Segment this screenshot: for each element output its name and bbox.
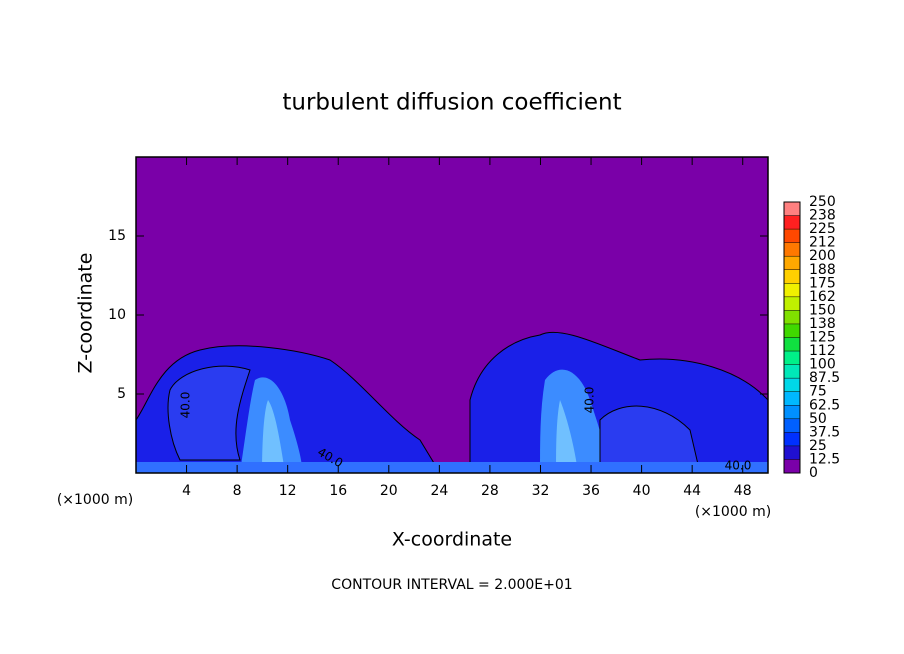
colorbar-label: 225 — [809, 221, 836, 237]
colorbar-bin — [784, 323, 800, 338]
colorbar-label: 238 — [809, 208, 836, 224]
x-tick-label: 24 — [430, 483, 448, 499]
field-region — [262, 400, 285, 473]
x-tick-label: 20 — [380, 483, 398, 499]
colorbar-label: 162 — [809, 289, 836, 305]
x-tick-label: 32 — [532, 483, 550, 499]
colorbar-label: 25 — [809, 438, 827, 454]
colorbar-label: 150 — [809, 302, 836, 318]
x-tick-label: 4 — [182, 483, 191, 499]
colorbar-bin — [784, 229, 800, 243]
colorbar-label: 125 — [809, 330, 836, 346]
colorbar-bin — [784, 215, 800, 230]
colorbar-bin — [784, 269, 800, 284]
colorbar-bin — [784, 296, 800, 311]
colorbar-label: 200 — [809, 248, 836, 264]
field-region — [136, 462, 768, 473]
colorbar-bin — [784, 405, 800, 419]
colorbar-label: 212 — [809, 235, 836, 251]
x-tick-label: 48 — [734, 483, 752, 499]
colorbar-label: 12.5 — [809, 451, 840, 467]
colorbar-bin — [784, 283, 800, 297]
colorbar-bin — [784, 391, 800, 406]
field-region — [556, 400, 578, 473]
colorbar-label: 138 — [809, 316, 836, 332]
colorbar-bin — [784, 432, 800, 446]
colorbar-label: 112 — [809, 343, 836, 359]
colorbar-label: 87.5 — [809, 370, 840, 386]
y-tick-label: 10 — [108, 307, 126, 323]
colorbar-label: 62.5 — [809, 397, 840, 413]
colorbar-bin — [784, 242, 800, 257]
field-region — [599, 405, 701, 473]
colorbar-bin — [784, 256, 800, 270]
chart-title: turbulent diffusion coefficient — [282, 90, 621, 116]
colorbar-label: 50 — [809, 411, 827, 427]
colorbar-bin — [784, 459, 800, 473]
colorbar-bin — [784, 378, 800, 392]
colorbar-label: 0 — [809, 465, 818, 481]
x-tick-label: 44 — [683, 483, 701, 499]
colorbar-bin — [784, 337, 800, 352]
y-tick-label: 5 — [117, 386, 126, 402]
colorbar-bin — [784, 445, 800, 460]
x-unit: (×1000 m) — [57, 492, 133, 508]
colorbar-bin — [784, 202, 800, 216]
field-region — [167, 365, 251, 461]
colorbar-bin — [784, 310, 800, 324]
x-tick-label: 40 — [633, 483, 651, 499]
footer: CONTOUR INTERVAL = 2.000E+01 — [331, 577, 572, 593]
colorbar-bin — [784, 351, 800, 365]
x-tick-label: 28 — [481, 483, 499, 499]
colorbar-bin — [784, 364, 800, 379]
field — [136, 331, 768, 473]
x-axis-label: X-coordinate — [392, 529, 512, 551]
colorbar-label: 37.5 — [809, 424, 840, 440]
x-tick-label: 12 — [279, 483, 297, 499]
colorbar-label: 100 — [809, 357, 836, 373]
y-tick-label: 15 — [108, 228, 126, 244]
colorbar-label: 250 — [809, 194, 836, 210]
contour-label: 40.0 — [583, 387, 597, 414]
contour-label: 40.0 — [725, 459, 752, 473]
x-unit: (×1000 m) — [695, 504, 771, 520]
x-tick-label: 16 — [329, 483, 347, 499]
colorbar-label: 188 — [809, 262, 836, 278]
colorbar-label: 75 — [809, 384, 827, 400]
colorbar-bin — [784, 418, 800, 433]
contour-label: 40.0 — [179, 392, 193, 419]
y-axis-label: Z-coordinate — [75, 253, 97, 374]
colorbar-label: 175 — [809, 275, 836, 291]
x-tick-label: 8 — [233, 483, 242, 499]
x-tick-label: 36 — [582, 483, 600, 499]
